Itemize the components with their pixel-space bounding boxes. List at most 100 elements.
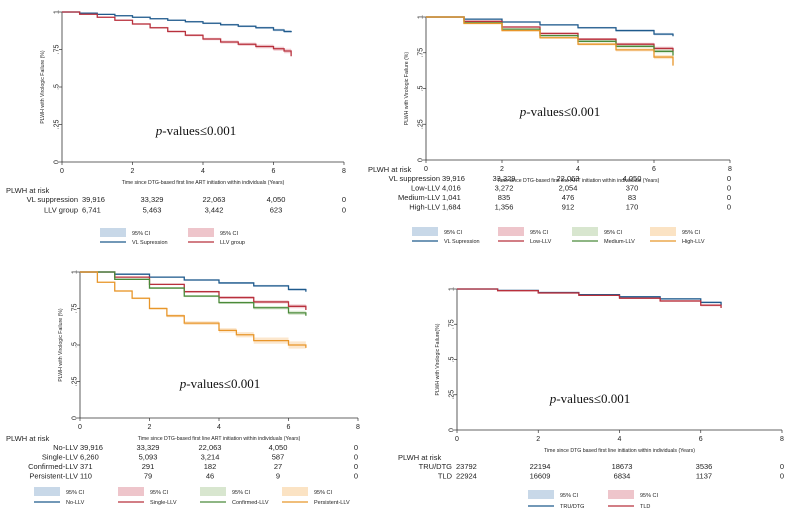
legend-ci-swatch [498, 227, 524, 236]
risk-count: 6,260 [80, 453, 99, 462]
risk-count: 22,063 [199, 443, 222, 452]
y-axis-label: PLWH with Virologic Failure (%) [58, 308, 64, 382]
y-tick-label: .5 [449, 356, 456, 362]
x-tick-label: 2 [148, 424, 152, 431]
legend-ci-swatch [100, 228, 126, 237]
legend-series-label: High-LLV [682, 239, 705, 245]
risk-count: 3536 [696, 462, 713, 471]
x-tick-label: 0 [78, 424, 82, 431]
risk-count: 39,916 [80, 443, 103, 452]
y-tick-label: 0 [449, 428, 456, 432]
x-axis-label: Time since DTG-based first line ART init… [122, 180, 285, 186]
risk-count: 0 [342, 206, 346, 215]
y-axis-label: PLWH with Virologic Failure(%) [435, 323, 441, 395]
risk-count: 79 [144, 472, 152, 481]
y-tick-label: 1 [72, 270, 79, 274]
risk-count: 623 [270, 206, 283, 215]
risk-count: 39,916 [442, 174, 465, 183]
legend-ci-swatch [650, 227, 676, 236]
risk-count: 170 [626, 203, 639, 212]
survival-line-1 [426, 16, 674, 37]
survival-line-4 [426, 16, 674, 66]
legend-ci-swatch [528, 490, 554, 499]
survival-line-1 [80, 271, 307, 292]
risk-count: 46 [206, 472, 214, 481]
risk-table-title: PLWH at risk [6, 434, 49, 443]
x-tick-label: 6 [287, 424, 291, 431]
risk-row-label: VL suppression [389, 174, 440, 183]
risk-count: 291 [142, 462, 155, 471]
risk-count: 3,442 [205, 206, 224, 215]
y-tick-label: 0 [72, 416, 79, 420]
risk-count: 33,329 [141, 195, 164, 204]
risk-count: 110 [80, 472, 92, 481]
risk-row-label: LLV group [44, 206, 78, 215]
risk-row-label: TLD [438, 472, 453, 481]
risk-count: 4,050 [269, 443, 288, 452]
risk-count: 370 [626, 184, 639, 193]
risk-count: 5,463 [143, 206, 162, 215]
risk-count: 4,016 [442, 184, 461, 193]
legend-ci-label: 95% CI [682, 230, 701, 236]
legend-series-label: Confirmed-LLV [232, 500, 269, 506]
risk-row-label: No-LLV [53, 443, 78, 452]
x-tick-label: 6 [699, 436, 703, 443]
risk-count: 33,329 [137, 443, 160, 452]
y-tick-label: .75 [54, 45, 61, 55]
risk-count: 23792 [456, 462, 477, 471]
risk-count: 39,916 [82, 195, 105, 204]
y-tick-label: 0 [418, 158, 425, 162]
y-tick-label: .25 [72, 377, 79, 387]
x-tick-label: 4 [618, 436, 622, 443]
risk-row-label: Low-LLV [411, 184, 440, 193]
x-axis-label: Time since DTG-based first line ART init… [497, 178, 660, 184]
x-tick-label: 4 [217, 424, 221, 431]
risk-count: 587 [272, 453, 285, 462]
risk-count: 1,041 [442, 193, 461, 202]
risk-count: 0 [354, 453, 358, 462]
risk-count: 476 [562, 193, 575, 202]
km-panel-A: 0 .25 .5 .75 1 0 2 4 6 8 Time since DTG-based firs… [6, 10, 346, 246]
x-tick-label: 2 [131, 168, 135, 175]
x-tick-label: 8 [342, 168, 346, 175]
ci-band-1 [62, 12, 292, 34]
ci-band-3 [80, 272, 306, 319]
ci-band-2 [62, 12, 292, 59]
risk-row-label: High-LLV [409, 203, 440, 212]
risk-count: 0 [354, 443, 358, 452]
p-value-annotation: p-values≤0.001 [179, 376, 260, 391]
x-tick-label: 4 [576, 166, 580, 173]
legend-series-label: No-LLV [66, 500, 85, 506]
risk-count: 912 [562, 203, 575, 212]
risk-count: 182 [204, 462, 217, 471]
legend-ci-label: 95% CI [640, 493, 659, 499]
y-tick-label: 1 [449, 287, 456, 291]
legend-ci-label: 95% CI [530, 230, 549, 236]
survival-line-3 [80, 271, 307, 316]
risk-count: 0 [780, 472, 784, 481]
km-panel-D: 0 .25 .5 .75 1 0 2 4 6 8 Time since DTG based firs… [398, 287, 784, 510]
x-tick-label: 0 [424, 166, 428, 173]
y-axis-label: PLWH with Virologic Failure (%) [40, 50, 46, 124]
y-tick-label: 0 [54, 160, 61, 164]
risk-row-label: TRU/DTG [419, 462, 452, 471]
risk-table-title: PLWH at risk [398, 453, 441, 462]
legend-ci-label: 95% CI [560, 493, 579, 499]
risk-count: 0 [727, 184, 731, 193]
legend-series-label: TLD [640, 504, 650, 510]
ci-band-1 [457, 289, 722, 307]
risk-count: 22924 [456, 472, 477, 481]
survival-line-2 [80, 271, 307, 310]
legend-series-label: Medium-LLV [604, 239, 635, 245]
survival-line-1 [62, 11, 292, 33]
risk-row-label: Single-LLV [42, 453, 78, 462]
x-tick-label: 6 [652, 166, 656, 173]
legend-ci-label: 95% CI [66, 490, 85, 496]
risk-count: 1,684 [442, 203, 461, 212]
risk-count: 6,741 [82, 206, 101, 215]
x-tick-label: 2 [500, 166, 504, 173]
x-tick-label: 8 [728, 166, 732, 173]
y-tick-label: 1 [54, 10, 61, 14]
x-tick-label: 4 [201, 168, 205, 175]
